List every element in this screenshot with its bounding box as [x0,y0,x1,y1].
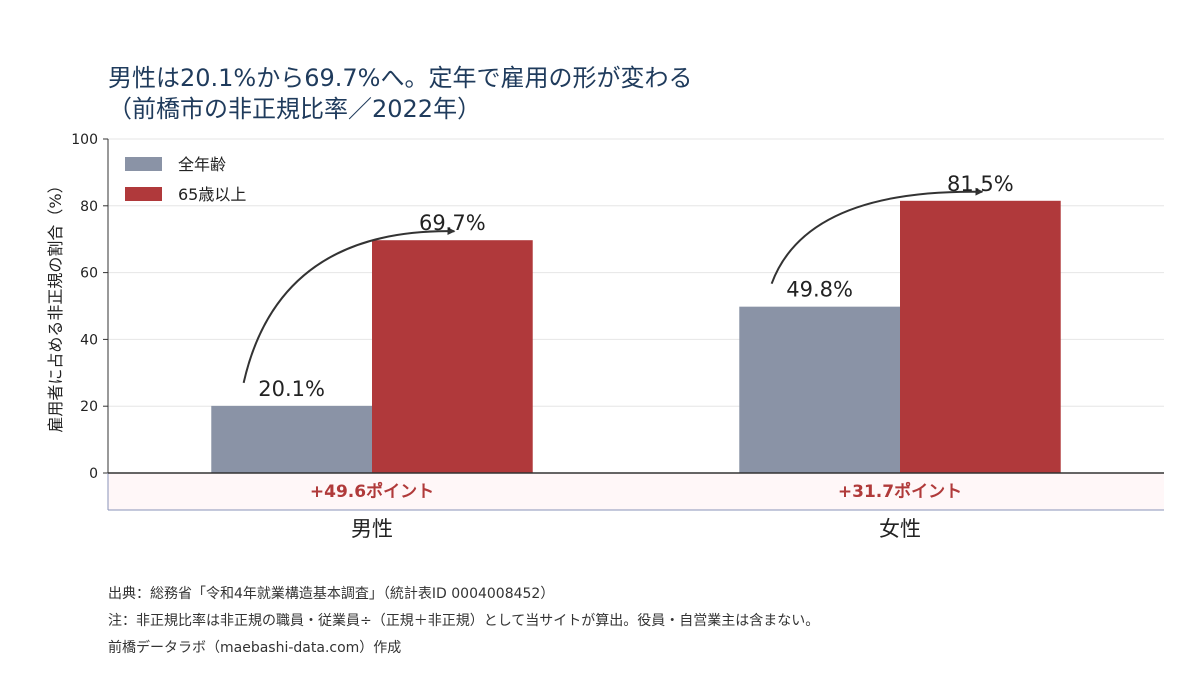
annotation-band: +49.6ポイント +31.7ポイント [107,472,1164,511]
legend-label: 65歳以上 [178,185,246,204]
y-tick-label: 100 [71,132,98,148]
chart-title-line-1: 男性は20.1%から69.7%へ。定年で雇用の形が変わる [108,64,692,92]
change-annotation: +31.7ポイント [838,481,962,502]
legend-swatch [125,157,162,171]
y-axis-label: 雇用者に占める非正規の割合（%） [46,177,65,432]
y-axis: 0 20 40 60 80 100 [71,132,109,510]
y-tick-label: 80 [80,199,98,215]
arrows [242,187,984,384]
data-label: 69.7% [419,211,486,235]
change-arrow [770,187,984,285]
y-tick-label: 40 [80,332,98,348]
value-labels: 20.1% 69.7% 49.8% 81.5% [258,172,1013,401]
change-annotation: +49.6ポイント [310,481,434,502]
bar-65-plus [372,240,533,473]
bar-all-ages [739,306,900,473]
credit-note: 前橋データラボ（maebashi-data.com）作成 [108,640,402,656]
method-note: 注：非正規比率は非正規の職員・従業員÷（正規＋非正規）として当サイトが算出。役員… [108,613,820,629]
x-category-label: 女性 [879,517,921,541]
data-label: 81.5% [947,172,1014,196]
change-arrow [242,227,456,384]
source-note: 出典：総務省「令和4年就業構造基本調査」（統計表ID 0004008452） [108,586,555,602]
data-label: 20.1% [258,377,325,401]
y-tick-label: 60 [80,266,98,282]
x-axis-categories: 男性 女性 [351,517,921,541]
y-tick-label: 0 [89,466,98,482]
annotation-band-bg [108,473,1164,510]
data-label: 49.8% [786,278,853,302]
y-tick-label: 20 [80,399,98,415]
legend-swatch [125,187,162,201]
legend: 全年齢 65歳以上 [125,155,246,204]
chart-title-line-2: （前橋市の非正規比率／2022年） [108,95,481,123]
bar-all-ages [211,405,372,473]
x-category-label: 男性 [351,517,393,541]
bar-65-plus [900,200,1061,474]
legend-label: 全年齢 [178,155,226,174]
chart-title: 男性は20.1%から69.7%へ。定年で雇用の形が変わる （前橋市の非正規比率／… [108,64,692,123]
bars [211,200,1061,474]
